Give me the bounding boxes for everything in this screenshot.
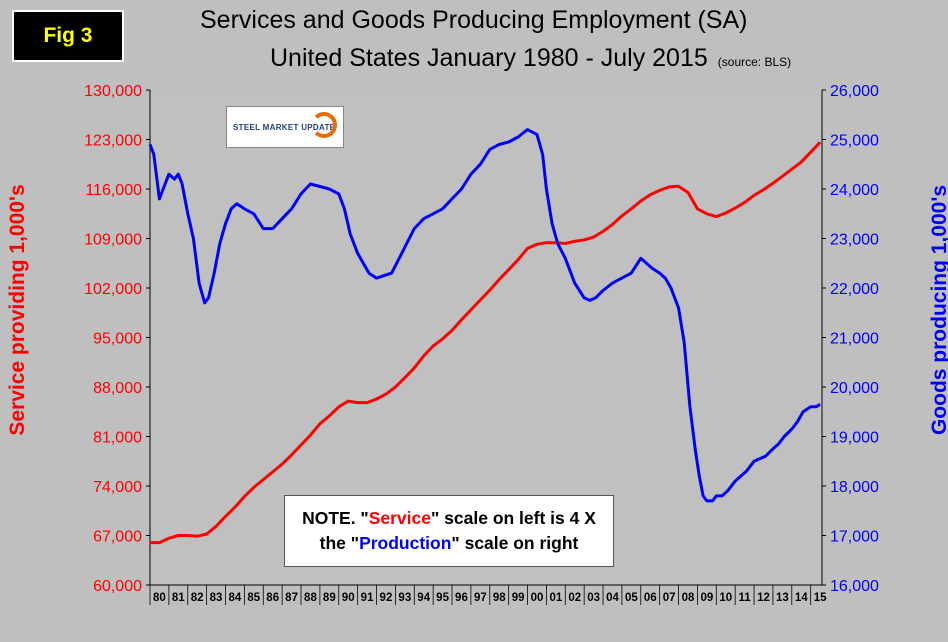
x-tick-label: 08 [682, 592, 695, 604]
note-text-3: the " [319, 533, 360, 553]
goods-line [148, 128, 821, 503]
x-tick-label: 83 [210, 592, 223, 604]
right-tick-label: 24,000 [830, 182, 879, 199]
right-tick-label: 19,000 [830, 430, 879, 447]
x-tick-label: 13 [776, 592, 789, 604]
series-lines [148, 128, 822, 545]
note-text-1: NOTE. " [302, 508, 369, 528]
x-tick-label: 00 [531, 592, 544, 604]
left-tick-label: 60,000 [93, 578, 142, 595]
x-tick-label: 90 [342, 592, 355, 604]
right-tick-label: 20,000 [830, 380, 879, 397]
x-tick-label: 80 [153, 592, 166, 604]
x-tick-label: 11 [739, 592, 752, 604]
scale-note: NOTE. "Service" scale on left is 4 X the… [284, 495, 614, 567]
x-tick-label: 14 [795, 592, 808, 604]
right-axis: 16,000 17,000 18,000 19,000 20,000 21,000 22,0… [821, 83, 879, 595]
left-tick-label: 67,000 [93, 529, 142, 546]
left-axis: 60,000 67,000 74,000 81,000 88,000 95,000 102,… [84, 83, 151, 595]
right-tick-label: 21,000 [830, 331, 879, 348]
x-tick-label: 01 [549, 592, 562, 604]
x-tick-label: 84 [229, 592, 242, 604]
x-tick-label: 15 [814, 592, 827, 604]
x-tick-label: 04 [606, 592, 619, 604]
note-text-4: " scale on right [451, 533, 579, 553]
x-tick-label: 95 [436, 592, 449, 604]
steel-market-update-logo: STEEL MARKET UPDATE [226, 106, 344, 148]
left-tick-label: 95,000 [93, 331, 142, 348]
service-line [150, 141, 822, 545]
right-tick-label: 25,000 [830, 133, 879, 150]
chart-title-line1: Services and Goods Producing Employment … [200, 6, 748, 34]
x-tick-label: 94 [417, 592, 430, 604]
x-tick-label: 89 [323, 592, 336, 604]
x-tick-label: 10 [719, 592, 732, 604]
left-tick-label: 81,000 [93, 430, 142, 447]
chart-title-line2: United States January 1980 - July 2015 (s… [270, 44, 791, 73]
source-note: (source: BLS) [717, 55, 792, 69]
x-tick-label: 88 [304, 592, 317, 604]
right-tick-label: 26,000 [830, 83, 879, 100]
logo-arc-icon [311, 112, 337, 138]
left-tick-label: 88,000 [93, 380, 142, 397]
note-service-word: Service [368, 508, 431, 528]
right-tick-label: 16,000 [830, 578, 879, 595]
left-tick-label: 130,000 [84, 83, 142, 100]
x-tick-label: 12 [757, 592, 770, 604]
left-tick-label: 102,000 [84, 281, 142, 298]
chart-title-line2-text: United States January 1980 - July 2015 [270, 44, 708, 72]
right-tick-label: 22,000 [830, 281, 879, 298]
x-tick-label: 96 [455, 592, 468, 604]
right-tick-label: 17,000 [830, 529, 879, 546]
x-tick-label: 86 [266, 592, 279, 604]
x-tick-label: 99 [512, 592, 525, 604]
left-tick-label: 116,000 [85, 182, 142, 199]
note-text-2: " scale on left is 4 X [431, 508, 596, 528]
x-tick-label: 92 [380, 592, 393, 604]
x-tick-label: 91 [361, 592, 374, 604]
x-axis: 80 81 82 83 84 85 86 87 88 89 90 91 92 93 94 95 96 97 98 99… [149, 584, 827, 605]
x-tick-label: 03 [587, 592, 600, 604]
x-tick-label: 98 [493, 592, 506, 604]
x-tick-label: 87 [285, 592, 298, 604]
figure-badge: Fig 3 [12, 10, 124, 62]
x-tick-label: 93 [398, 592, 411, 604]
x-tick-label: 97 [474, 592, 487, 604]
x-tick-label: 85 [247, 592, 260, 604]
x-tick-label: 06 [644, 592, 657, 604]
x-tick-label: 07 [663, 592, 676, 604]
logo-text: STEEL MARKET UPDATE [233, 122, 336, 132]
left-axis-label: Service providing 1,000's [6, 184, 29, 436]
x-tick-label: 09 [700, 592, 713, 604]
left-tick-label: 123,000 [84, 133, 142, 150]
right-tick-label: 18,000 [830, 479, 879, 496]
note-production-word: Production [359, 533, 452, 553]
left-tick-label: 109,000 [84, 232, 142, 249]
left-tick-label: 74,000 [93, 479, 142, 496]
right-tick-label: 23,000 [830, 232, 879, 249]
x-tick-label: 82 [191, 592, 204, 604]
right-axis-label: Goods producing 1,000's [928, 184, 948, 436]
x-tick-label: 02 [568, 592, 581, 604]
x-tick-label: 81 [172, 592, 185, 604]
x-tick-label: 05 [625, 592, 638, 604]
